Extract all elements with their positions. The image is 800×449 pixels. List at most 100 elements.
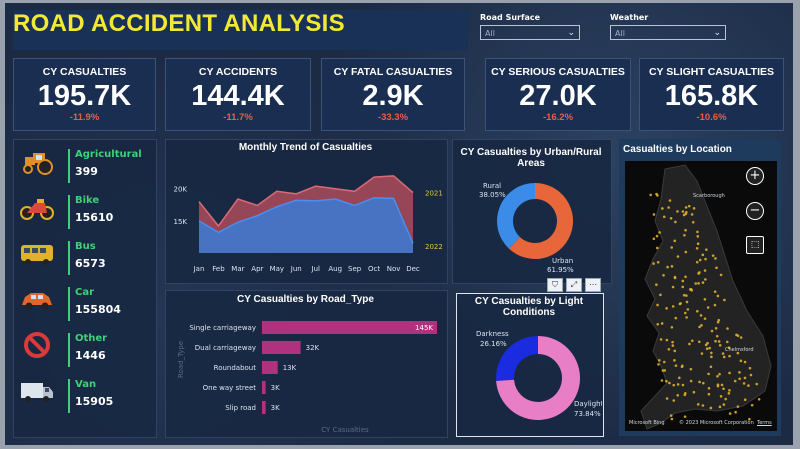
casualty-point bbox=[705, 248, 708, 251]
weather-filter[interactable]: Weather All ⌄ bbox=[610, 13, 726, 40]
casualty-point bbox=[692, 207, 696, 210]
road-surface-select[interactable]: All ⌄ bbox=[480, 25, 580, 40]
map-brand: Microsoft Bing bbox=[629, 420, 665, 426]
casualty-point bbox=[718, 344, 722, 347]
casualty-point bbox=[673, 349, 677, 353]
road-type-bar-chart[interactable]: Single carriageway 145K Dual carriageway 32… bbox=[165, 308, 446, 433]
casualty-point bbox=[703, 297, 707, 301]
casualty-point bbox=[715, 266, 718, 270]
casualty-point bbox=[718, 405, 722, 409]
vehicle-row-car: Car 155804 bbox=[13, 281, 153, 325]
kpi-value: 165.8K bbox=[664, 80, 759, 112]
casualty-point bbox=[652, 237, 656, 241]
casualty-point bbox=[674, 316, 678, 320]
vehicle-name: Bus bbox=[75, 241, 96, 252]
casualty-point bbox=[719, 273, 723, 277]
casualty-point bbox=[757, 397, 761, 401]
casualty-point bbox=[659, 293, 662, 297]
casualty-point bbox=[668, 381, 671, 385]
casualty-point bbox=[698, 325, 701, 329]
bike-icon bbox=[20, 199, 54, 220]
x-tick-label: Jan bbox=[193, 265, 205, 273]
casualty-point bbox=[720, 383, 724, 387]
casualty-point bbox=[671, 340, 674, 344]
casualty-point bbox=[688, 342, 691, 346]
kpi-cy-casualties: CY CASUALTIES 195.7K -11.9% bbox=[13, 58, 156, 131]
road-type-bar bbox=[262, 321, 437, 334]
road-type-bar bbox=[262, 381, 266, 394]
map-title: Casualties by Location bbox=[623, 144, 732, 155]
select-area-icon[interactable]: ⬚ bbox=[746, 236, 764, 254]
casualty-point bbox=[656, 303, 659, 307]
zoom-in-button[interactable]: + bbox=[746, 167, 764, 185]
casualty-point bbox=[681, 285, 685, 289]
casualties-map[interactable]: Scarborough Chelmsford bbox=[625, 161, 777, 431]
chevron-down-icon: ⌄ bbox=[713, 28, 721, 38]
casualty-point bbox=[707, 372, 710, 376]
vehicle-row-bike: Bike 15610 bbox=[13, 189, 153, 233]
casualty-point bbox=[672, 399, 676, 402]
x-tick-label: Jun bbox=[290, 265, 302, 273]
y-tick-label: 20K bbox=[174, 186, 188, 194]
casualty-point bbox=[684, 212, 688, 216]
casualty-point bbox=[656, 322, 660, 326]
casualty-point bbox=[671, 305, 675, 308]
casualty-point bbox=[698, 340, 701, 344]
casualty-point bbox=[696, 309, 699, 313]
place-label: Chelmsford bbox=[725, 347, 754, 353]
weather-select[interactable]: All ⌄ bbox=[610, 25, 726, 40]
casualty-point bbox=[707, 392, 711, 396]
vehicle-row-van: Van 15905 bbox=[13, 373, 153, 417]
casualty-point bbox=[655, 234, 659, 238]
road-type-label: Single carriageway bbox=[189, 324, 256, 332]
casualty-point bbox=[652, 262, 655, 265]
focus-mode-icon[interactable]: ⤢ bbox=[566, 278, 582, 292]
casualty-point bbox=[659, 338, 663, 341]
casualty-point bbox=[748, 417, 751, 421]
zoom-out-button[interactable]: − bbox=[746, 202, 764, 220]
light-conditions-title: CY Casualties by Light Conditions bbox=[474, 296, 584, 318]
casualty-point bbox=[714, 257, 717, 260]
casualty-point bbox=[684, 206, 688, 209]
road-surface-filter[interactable]: Road Surface All ⌄ bbox=[480, 13, 580, 40]
more-options-icon[interactable]: ⋯ bbox=[585, 278, 601, 292]
light-conditions-donut[interactable]: Darkness 26.16% Daylight 73.84% bbox=[456, 318, 602, 433]
road-type-value: 145K bbox=[415, 324, 433, 332]
casualty-point bbox=[685, 294, 688, 297]
monthly-trend-chart[interactable]: 20K 15K 2021 2022 Jan Feb Mar Apr May Jun Jul Aug Se… bbox=[165, 153, 446, 278]
weather-value: All bbox=[615, 29, 625, 38]
casualty-point bbox=[747, 384, 750, 387]
kpi-cy-slight-casualties: CY SLIGHT CASUALTIES 165.8K -10.6% bbox=[639, 58, 784, 131]
map-terms-link[interactable]: Terms bbox=[757, 420, 772, 426]
slice-urban bbox=[509, 183, 573, 259]
casualty-point bbox=[669, 216, 673, 220]
filter-icon[interactable]: ⛉ bbox=[547, 278, 563, 292]
casualty-point bbox=[673, 275, 677, 279]
kpi-label: CY SLIGHT CASUALTIES bbox=[648, 66, 775, 78]
vehicle-accent-bar bbox=[68, 195, 70, 229]
road-type-panel bbox=[165, 290, 448, 438]
casualty-point bbox=[728, 412, 732, 415]
vehicle-accent-bar bbox=[68, 287, 70, 321]
road-type-value: 3K bbox=[271, 384, 280, 392]
casualty-point bbox=[713, 290, 717, 293]
casualty-point bbox=[698, 271, 701, 274]
casualty-point bbox=[670, 325, 674, 329]
casualty-point bbox=[667, 206, 670, 209]
kpi-label: CY ACCIDENTS bbox=[198, 66, 278, 78]
casualty-point bbox=[652, 213, 656, 216]
kpi-label: CY SERIOUS CASUALTIES bbox=[491, 66, 625, 78]
dashboard: ROAD ACCIDENT ANALYSIS Road Surface All … bbox=[5, 3, 793, 445]
casualty-point bbox=[748, 366, 752, 370]
kpi-change: -11.7% bbox=[223, 112, 253, 123]
bus-icon bbox=[21, 245, 53, 265]
vehicle-row-other: Other 1446 bbox=[13, 327, 153, 371]
casualty-point bbox=[728, 389, 731, 392]
casualty-point bbox=[701, 281, 705, 284]
casualty-point bbox=[649, 193, 652, 197]
casualty-point bbox=[739, 359, 743, 363]
casualty-point bbox=[727, 346, 731, 350]
casualty-point bbox=[687, 204, 691, 208]
slice-darkness bbox=[496, 336, 538, 382]
